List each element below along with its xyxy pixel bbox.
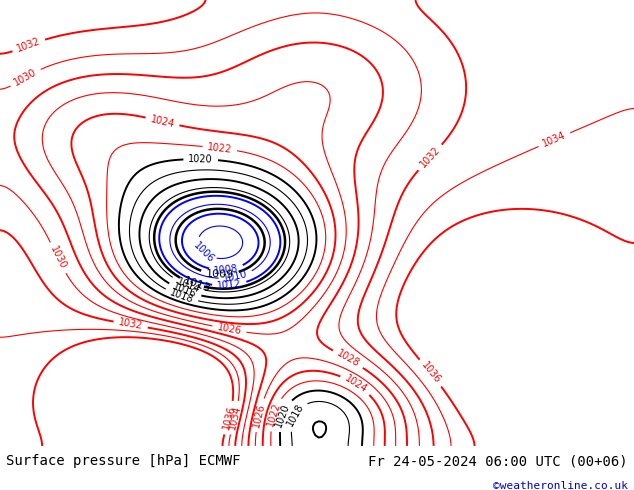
Text: 1009: 1009 bbox=[205, 269, 234, 280]
Text: 1016: 1016 bbox=[172, 282, 198, 300]
Text: 1030: 1030 bbox=[48, 245, 68, 271]
Text: 1020: 1020 bbox=[188, 154, 213, 165]
Text: 1013: 1013 bbox=[183, 276, 212, 294]
Text: 1020: 1020 bbox=[274, 402, 292, 428]
Text: 1028: 1028 bbox=[335, 348, 361, 369]
Text: Fr 24-05-2024 06:00 UTC (00+06): Fr 24-05-2024 06:00 UTC (00+06) bbox=[368, 454, 628, 468]
Text: 1018: 1018 bbox=[285, 402, 305, 428]
Text: 1018: 1018 bbox=[169, 287, 195, 305]
Text: 1034: 1034 bbox=[541, 130, 567, 149]
Text: 1026: 1026 bbox=[252, 402, 267, 428]
Text: 1030: 1030 bbox=[13, 67, 39, 88]
Text: 1022: 1022 bbox=[266, 401, 283, 428]
Text: 1022: 1022 bbox=[207, 142, 233, 155]
Text: 1024: 1024 bbox=[343, 373, 369, 395]
Text: 1010: 1010 bbox=[223, 270, 249, 284]
Text: Surface pressure [hPa] ECMWF: Surface pressure [hPa] ECMWF bbox=[6, 454, 241, 468]
Text: 1014: 1014 bbox=[175, 276, 201, 294]
Text: 1024: 1024 bbox=[150, 114, 176, 129]
Text: 1036: 1036 bbox=[221, 405, 237, 431]
Text: 1006: 1006 bbox=[191, 240, 216, 265]
Text: 1032: 1032 bbox=[118, 318, 144, 332]
Text: 1008: 1008 bbox=[214, 264, 239, 276]
Text: 1026: 1026 bbox=[216, 322, 242, 337]
Text: 1034: 1034 bbox=[227, 405, 242, 431]
Text: ©weatheronline.co.uk: ©weatheronline.co.uk bbox=[493, 481, 628, 490]
Text: 1036: 1036 bbox=[419, 360, 442, 386]
Text: 1032: 1032 bbox=[15, 36, 42, 54]
Text: 1032: 1032 bbox=[418, 145, 442, 170]
Text: 1012: 1012 bbox=[217, 279, 242, 291]
